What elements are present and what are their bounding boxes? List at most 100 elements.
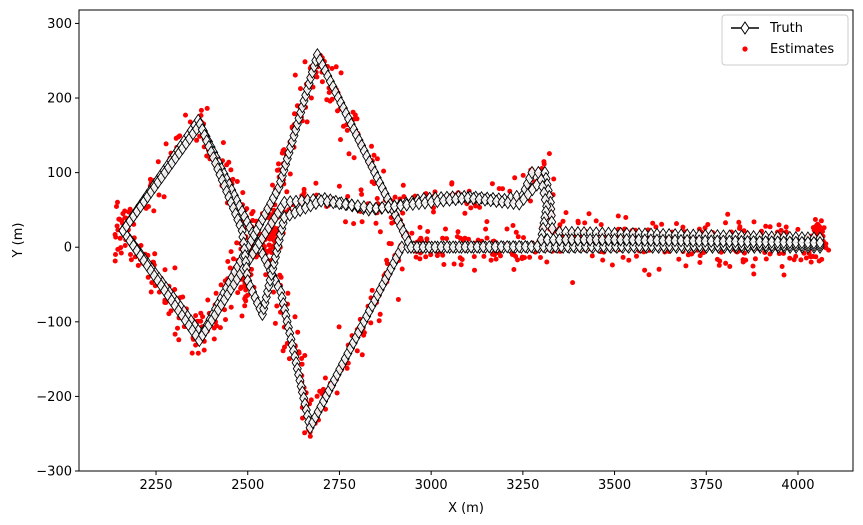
truth-marker [700, 234, 710, 248]
estimate-point [344, 365, 350, 371]
legend-estimates-label: Estimates [770, 42, 834, 57]
truth-marker [591, 232, 601, 247]
estimate-point [472, 267, 477, 273]
estimate-point [187, 119, 193, 125]
legend-truth-marker [740, 21, 750, 35]
estimate-point [161, 194, 167, 200]
truth-marker [359, 199, 369, 214]
estimate-point [401, 194, 407, 200]
estimate-point [359, 191, 365, 197]
x-tick-label: 3250 [506, 478, 539, 493]
estimate-point [820, 229, 825, 234]
estimate-point [147, 176, 153, 182]
estimate-point [615, 213, 621, 219]
truth-marker [365, 200, 375, 215]
truth-marker [670, 233, 680, 248]
estimate-point [301, 186, 307, 192]
legend-truth-label: Truth [769, 21, 803, 36]
estimate-point [238, 286, 244, 291]
estimate-point [781, 272, 787, 278]
truth-marker [454, 240, 464, 254]
estimate-point [308, 95, 314, 101]
estimate-point [299, 361, 305, 367]
estimate-point [368, 320, 374, 326]
estimate-point [515, 257, 520, 263]
estimate-point [274, 303, 280, 309]
x-tick-label: 4000 [781, 478, 814, 493]
estimate-point [180, 294, 186, 300]
estimate-point [358, 187, 364, 193]
truth-marker [448, 240, 458, 254]
estimate-point [489, 181, 495, 187]
estimate-point [280, 148, 286, 153]
estimate-point [193, 342, 199, 348]
truth-marker [610, 232, 620, 247]
estimate-point [522, 255, 527, 261]
estimate-point [117, 235, 123, 241]
estimate-point [113, 252, 118, 257]
estimate-point [512, 175, 518, 181]
truth-marker [616, 232, 626, 247]
estimate-point [195, 350, 201, 356]
y-tick-label: 0 [64, 241, 72, 256]
estimate-point [593, 218, 599, 224]
estimate-point [299, 356, 305, 361]
estimate-point [369, 287, 375, 293]
x-axis-ticks: 2250 2500 2750 3000 3250 3500 3750 4000 [139, 471, 815, 493]
truth-marker [491, 194, 501, 209]
truth-marker [597, 232, 607, 247]
truth-marker [579, 232, 589, 247]
estimate-point [214, 323, 219, 329]
truth-marker [526, 239, 536, 254]
truth-marker [442, 240, 452, 254]
estimate-point [231, 256, 236, 262]
estimate-point [223, 317, 228, 323]
estimate-point [471, 254, 477, 260]
estimate-point [128, 252, 133, 257]
truth-marker [676, 233, 686, 248]
estimate-point [598, 222, 604, 228]
estimate-point [213, 290, 219, 296]
estimate-point [798, 257, 804, 263]
truth-marker [742, 234, 753, 249]
estimate-point [458, 262, 464, 268]
truth-marker [664, 233, 674, 248]
estimate-point [198, 318, 204, 324]
estimate-point [409, 230, 415, 236]
truth-marker [809, 235, 819, 250]
truth-marker [436, 240, 446, 254]
truth-marker [640, 233, 650, 248]
truth-marker [694, 234, 704, 248]
estimate-point [481, 253, 487, 259]
estimate-point [194, 137, 200, 143]
estimate-point [783, 224, 789, 230]
estimate-point [381, 168, 387, 174]
estimate-point [371, 181, 377, 187]
estimate-point [740, 257, 746, 263]
estimate-point [689, 251, 695, 257]
estimate-point [217, 325, 223, 331]
estimate-point [116, 216, 122, 222]
estimate-point [763, 256, 769, 262]
estimate-point [544, 259, 550, 265]
estimate-point [282, 344, 287, 350]
estimate-point [308, 397, 314, 403]
truth-marker [474, 192, 484, 207]
estimate-point [417, 224, 423, 230]
truth-marker [573, 232, 583, 247]
estimate-point [813, 254, 819, 260]
estimate-point [459, 257, 465, 262]
estimate-point [582, 220, 588, 226]
estimate-point [812, 217, 818, 222]
truth-marker [634, 233, 644, 247]
estimate-point [284, 189, 290, 195]
estimate-point [440, 252, 446, 258]
estimate-point [351, 221, 357, 227]
estimate-point [440, 235, 446, 241]
estimate-point [239, 313, 245, 319]
estimate-point [468, 205, 474, 211]
estimate-point [767, 224, 773, 230]
estimate-point [336, 324, 342, 330]
estimate-point [335, 108, 340, 114]
